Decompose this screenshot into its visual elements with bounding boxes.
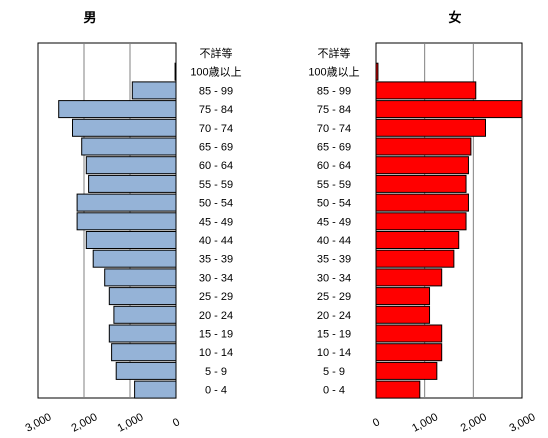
female-category-label-8: 50 - 54 (317, 198, 351, 210)
female-category-label-10: 40 - 44 (317, 235, 351, 247)
female-bar-3 (375, 100, 523, 119)
female-bar-15 (375, 324, 443, 343)
male-bar-7 (88, 174, 177, 193)
male-category-label-14: 20 - 24 (199, 310, 233, 322)
female-x-axis: 0 1,000 2,000 3,000 (371, 411, 537, 435)
female-category-label-0: 不詳等 (318, 46, 351, 60)
female-bar-12 (375, 268, 443, 287)
male-category-label-16: 10 - 14 (199, 347, 233, 359)
male-category-labels: 不詳等 100歳以上 85 - 99 75 - 84 70 - 74 65 - 69 60 … (190, 46, 241, 397)
female-category-label-18: 0 - 4 (323, 385, 345, 397)
male-category-label-12: 30 - 34 (199, 272, 233, 284)
male-bar-14 (113, 305, 177, 324)
male-bar-16 (111, 343, 177, 362)
male-category-label-11: 35 - 39 (199, 254, 233, 266)
female-category-label-3: 75 - 84 (317, 104, 351, 116)
female-bar-14 (375, 305, 431, 324)
female-bar-17 (375, 361, 438, 380)
female-category-label-2: 85 - 99 (317, 85, 351, 97)
male-category-label-4: 70 - 74 (199, 123, 233, 135)
male-bar-13 (108, 287, 177, 306)
female-category-label-9: 45 - 49 (317, 216, 351, 228)
female-tick-label-1: 1,000 (410, 411, 440, 435)
female-category-label-17: 5 - 9 (323, 366, 345, 378)
male-bar-12 (104, 268, 177, 287)
male-bar-1 (174, 62, 177, 81)
female-tick-label-3: 3,000 (507, 411, 537, 435)
female-bar-18 (375, 380, 421, 399)
male-bar-8 (76, 193, 177, 212)
male-tick-label-3: 0 (171, 416, 182, 429)
male-tick-label-0: 3,000 (23, 411, 53, 435)
male-category-label-0: 不詳等 (200, 46, 233, 60)
female-category-label-7: 55 - 59 (317, 179, 351, 191)
female-bar-9 (375, 212, 467, 231)
female-category-label-5: 65 - 69 (317, 142, 351, 154)
male-bar-4 (72, 118, 177, 137)
male-category-label-8: 50 - 54 (199, 198, 233, 210)
male-tick-label-1: 2,000 (69, 411, 99, 435)
male-plot-area (37, 42, 177, 399)
male-tick-label-2: 1,000 (115, 411, 145, 435)
male-category-label-13: 25 - 29 (199, 291, 233, 303)
male-category-label-17: 5 - 9 (205, 366, 227, 378)
male-category-label-2: 85 - 99 (199, 85, 233, 97)
male-category-label-9: 45 - 49 (199, 216, 233, 228)
female-category-label-16: 10 - 14 (317, 347, 351, 359)
male-bar-18 (134, 380, 177, 399)
female-bar-11 (375, 249, 455, 268)
female-category-label-12: 30 - 34 (317, 272, 351, 284)
male-bar-2 (131, 81, 177, 100)
male-bar-15 (108, 324, 177, 343)
female-category-label-11: 35 - 39 (317, 254, 351, 266)
female-category-label-14: 20 - 24 (317, 310, 351, 322)
male-x-axis: 3,000 2,000 1,000 0 (23, 411, 181, 435)
female-tick-label-2: 2,000 (459, 411, 489, 435)
female-bar-8 (375, 193, 469, 212)
female-bar-7 (375, 174, 467, 193)
female-bar-5 (375, 137, 472, 156)
male-panel-title: 男 (83, 10, 96, 25)
male-bar-11 (92, 249, 177, 268)
female-bar-13 (375, 287, 431, 306)
female-category-label-15: 15 - 19 (317, 329, 351, 341)
male-category-label-15: 15 - 19 (199, 329, 233, 341)
female-plot-area (375, 42, 523, 399)
female-category-label-13: 25 - 29 (317, 291, 351, 303)
male-bar-6 (85, 156, 177, 175)
female-category-label-4: 70 - 74 (317, 123, 351, 135)
female-category-labels: 不詳等 100歳以上 85 - 99 75 - 84 70 - 74 65 - 69 60 … (308, 46, 359, 397)
female-bar-10 (375, 231, 460, 249)
male-category-label-6: 60 - 64 (199, 160, 233, 172)
male-bar-9 (76, 212, 177, 231)
male-category-label-1: 100歳以上 (190, 66, 241, 79)
male-bar-17 (115, 361, 177, 380)
female-category-label-1: 100歳以上 (308, 66, 359, 79)
male-category-label-18: 0 - 4 (205, 385, 227, 397)
male-category-label-7: 55 - 59 (199, 179, 233, 191)
female-tick-label-0: 0 (371, 416, 382, 429)
male-category-label-3: 75 - 84 (199, 104, 233, 116)
female-bar-16 (375, 343, 443, 362)
female-panel-title: 女 (448, 10, 461, 25)
female-category-label-6: 60 - 64 (317, 160, 351, 172)
male-bar-10 (85, 231, 177, 249)
female-bar-1 (375, 62, 379, 81)
female-bar-6 (375, 156, 469, 175)
female-bar-4 (375, 118, 486, 137)
male-bar-3 (58, 100, 177, 119)
male-category-label-5: 65 - 69 (199, 142, 233, 154)
male-bar-5 (81, 137, 177, 156)
male-category-label-10: 40 - 44 (199, 235, 233, 247)
female-bar-2 (375, 81, 477, 100)
